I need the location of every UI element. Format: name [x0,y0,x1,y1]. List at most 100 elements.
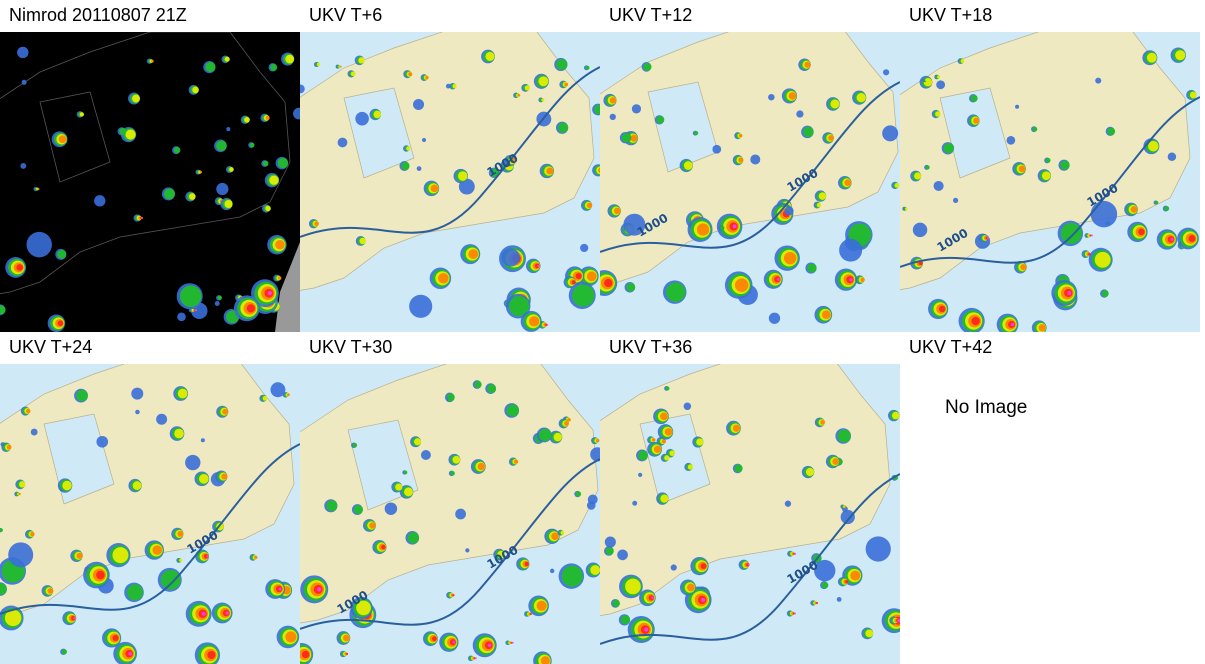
rain-cell [226,127,231,132]
rain-cell [665,386,670,391]
panel-title: UKV T+30 [309,337,393,357]
rain-cell [1020,264,1027,271]
rain-cell [883,69,890,76]
rain-cell [222,408,229,415]
land [600,364,891,617]
rain-cell [631,104,642,114]
isobar [600,473,900,645]
rain-cell [664,455,670,461]
rain-cell [265,205,271,212]
panel-title: UKV T+18 [909,5,993,25]
rain-cell [891,411,900,420]
rain-cell [221,473,228,480]
rain-cell [0,305,6,315]
rain-cell [656,115,665,124]
rain-cell [612,599,620,608]
rain-cell [270,382,286,398]
rain-cell [177,530,184,537]
rain-cell [125,129,136,140]
rain-cell [267,291,273,296]
rain-cell [971,316,980,326]
rain-cell [468,249,479,259]
rain-cell [626,282,636,292]
panel-title: UKV T+12 [609,5,693,25]
rain-cell [836,596,842,602]
rain-cell [609,97,617,104]
rain-cell [477,462,485,471]
rain-cell [850,570,861,581]
no-image-text: No Image [945,397,1028,418]
rain-cell [384,502,398,515]
rain-cell [585,65,590,70]
rain-cell [177,388,188,399]
rain-cell [457,171,468,181]
map-image: 1000 [0,364,300,664]
rain-cell [173,146,181,154]
panel-title: UKV T+36 [609,337,693,357]
rain-cell [613,207,621,215]
rain-cell [546,323,549,326]
rain-cell [406,146,411,151]
rain-cell [205,62,216,73]
rain-cell [651,438,656,442]
rain-cell [350,71,356,77]
rain-cell [796,110,804,118]
rain-cell [783,251,797,265]
rain-cell [814,559,836,582]
rain-cell [1006,135,1016,145]
rain-cell [413,438,422,446]
rain-cell [6,444,12,450]
rain-cell [412,98,425,111]
rain-cell [1148,140,1159,152]
rain-cell [586,271,597,282]
rain-cell [561,565,583,587]
rain-cell [21,79,27,85]
rain-cell [262,395,268,401]
rain-cell [126,584,144,601]
rain-cell [620,615,631,625]
rain-cell [605,546,614,555]
rain-cell [199,473,209,484]
rain-cell [506,404,519,417]
rain-cell [567,418,571,422]
rain-cell [912,222,928,238]
rain-cell [152,545,163,555]
rain-cell [420,450,431,461]
rain-cell [16,264,24,271]
rain-cell [970,94,978,102]
rain-cell [537,264,540,267]
rain-cell [660,494,669,503]
rain-cell [837,429,851,443]
rain-cell [1130,206,1138,213]
rain-cell [732,224,737,229]
rain-cell [185,454,201,471]
rain-cell [285,54,295,64]
rain-cell [179,558,183,562]
rain-cell [804,61,811,68]
rain-cell [564,82,569,87]
rain-cell [452,640,456,644]
panel: Nimrod 20110807 21Z [0,0,300,332]
rain-cell [604,536,616,548]
rain-cell [952,197,959,203]
rain-cell [894,183,900,188]
rain-cell [452,455,461,464]
rain-cell [76,389,88,402]
rain-cell [551,532,559,541]
rain-cell [914,172,922,180]
rain-cell [830,99,840,109]
rain-cell [560,530,565,535]
rain-cell [132,481,142,490]
rain-cell [214,301,220,306]
rain-cell [905,207,908,211]
rain-cell [188,193,196,200]
rain-cell [696,223,710,236]
rain-cell [1188,235,1196,242]
rain-cell [553,432,563,442]
rain-cell [768,312,781,324]
rain-cell [595,438,600,443]
rain-cell [76,552,83,559]
rain-cell [524,561,529,567]
rain-cell [1060,160,1070,170]
